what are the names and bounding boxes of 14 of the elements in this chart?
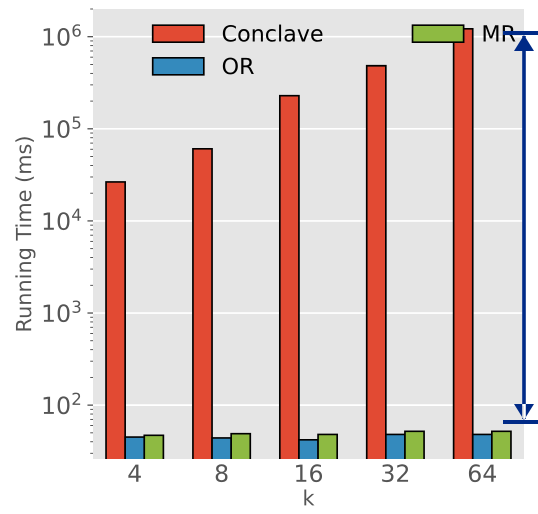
y-axis-title: Running Time (ms): [15, 137, 36, 330]
x-tick-label: 64: [468, 464, 496, 482]
legend-label: Conclave: [222, 24, 322, 42]
y-tick-label: 10$^{3}$: [44, 300, 80, 322]
x-tick-label: 8: [216, 464, 228, 482]
x-tick-label: 32: [382, 464, 408, 482]
x-tick-label: 16: [296, 464, 322, 482]
y-tick-label: 10$^{5}$: [44, 116, 80, 138]
legend-label: OR: [222, 58, 254, 74]
y-tick-label: 10$^{2}$: [44, 392, 80, 414]
x-axis-title: k: [304, 489, 314, 506]
y-tick-label: 10$^{6}$: [44, 24, 81, 46]
x-tick-label: 4: [128, 464, 141, 482]
y-tick-label: 10$^{4}$: [44, 208, 81, 230]
